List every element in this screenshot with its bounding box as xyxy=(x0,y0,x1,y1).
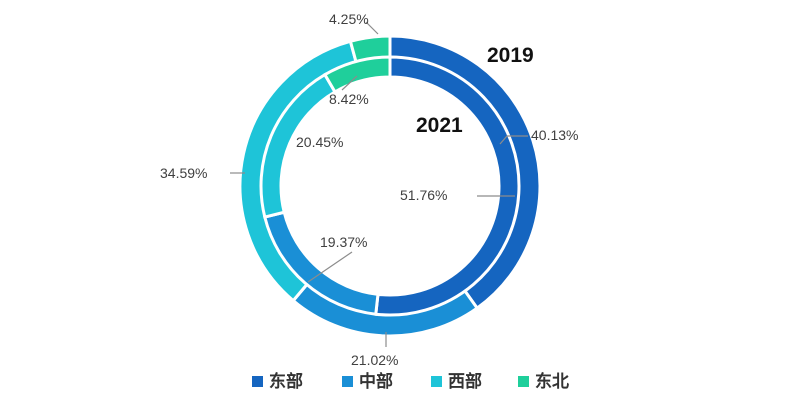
label-inner-west: 20.45% xyxy=(296,134,343,150)
legend-label-west: 西部 xyxy=(448,371,482,392)
legend-swatch-northeast xyxy=(518,376,529,387)
label-outer-northeast: 4.25% xyxy=(329,11,369,27)
leader-outer-east xyxy=(499,135,528,145)
legend-swatch-east xyxy=(252,376,263,387)
legend-item-east: 东部 xyxy=(252,371,303,392)
chart-data-labels: 40.13% 21.02% 34.59% 4.25% 51.76% 19.37%… xyxy=(160,11,578,368)
legend-swatch-west xyxy=(431,376,442,387)
label-inner-east: 51.76% xyxy=(400,187,447,203)
ring-label-2019: 2019 xyxy=(487,44,534,67)
label-inner-central: 19.37% xyxy=(320,234,367,250)
label-outer-east: 40.13% xyxy=(531,127,578,143)
chart-leader-lines xyxy=(230,21,528,347)
chart-slices xyxy=(238,34,542,338)
legend-label-east: 东部 xyxy=(269,371,303,392)
chart-legend: 东部 中部 西部 东北 xyxy=(252,371,569,392)
label-outer-central: 21.02% xyxy=(351,352,398,368)
ring-label-2021: 2021 xyxy=(416,114,463,137)
legend-label-central: 中部 xyxy=(359,371,393,392)
legend-item-central: 中部 xyxy=(342,371,393,392)
legend-swatch-central xyxy=(342,376,353,387)
label-inner-northeast: 8.42% xyxy=(329,91,369,107)
label-outer-west: 34.59% xyxy=(160,165,207,181)
leader-inner-northeast xyxy=(341,75,358,91)
legend-label-northeast: 东北 xyxy=(535,371,569,392)
leader-outer-northeast xyxy=(365,21,379,35)
legend-item-northeast: 东北 xyxy=(518,371,569,392)
leader-inner-central xyxy=(307,251,353,283)
legend-item-west: 西部 xyxy=(431,371,482,392)
